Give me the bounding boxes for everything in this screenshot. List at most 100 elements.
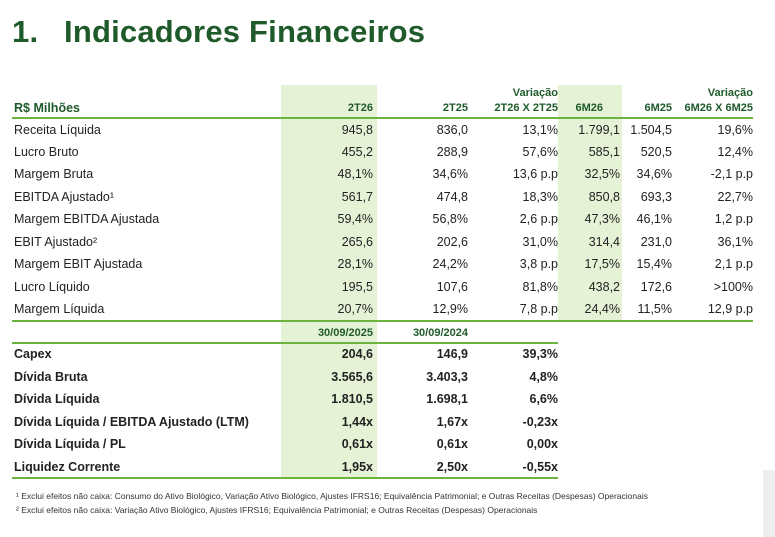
cell-2t25: 24,2% bbox=[432, 257, 468, 271]
cell-variation: 6,6% bbox=[529, 392, 559, 406]
cell-var-2t: 13,6 p.p bbox=[512, 167, 558, 181]
cell-2t26: 561,7 bbox=[341, 190, 373, 204]
balance-header-col1: 30/09/2025 bbox=[317, 327, 373, 339]
cell-variation: 39,3% bbox=[522, 347, 558, 361]
header-variation-label-2: Variação bbox=[707, 87, 753, 99]
cell-var-6m: >100% bbox=[713, 280, 753, 294]
cell-prior: 3.403,3 bbox=[426, 370, 468, 384]
cell-var-6m: 12,9 p.p bbox=[707, 302, 753, 316]
cell-2t26: 28,1% bbox=[337, 257, 373, 271]
section-rule bbox=[12, 320, 753, 322]
footnote-1: ¹ Exclui efeitos não caixa: Consumo do A… bbox=[16, 491, 648, 501]
cell-2t25: 34,6% bbox=[432, 167, 468, 181]
cell-current: 3.565,6 bbox=[331, 370, 373, 384]
cell-6m25: 520,5 bbox=[640, 145, 672, 159]
balance-header-rule bbox=[12, 342, 558, 344]
cell-var-2t: 57,6% bbox=[522, 145, 558, 159]
cell-6m26: 1.799,1 bbox=[578, 123, 620, 137]
header-col-var-6m: 6M26 X 6M25 bbox=[684, 102, 753, 114]
cell-current: 1.810,5 bbox=[331, 392, 373, 406]
cell-6m26: 314,4 bbox=[588, 235, 620, 249]
row-label: EBIT Ajustado² bbox=[14, 235, 98, 249]
cell-current: 204,6 bbox=[341, 347, 373, 361]
cell-2t25: 12,9% bbox=[432, 302, 468, 316]
cell-6m26: 24,4% bbox=[584, 302, 620, 316]
row-label: Margem EBIT Ajustada bbox=[14, 257, 143, 271]
cell-var-2t: 81,8% bbox=[522, 280, 558, 294]
cell-6m25: 11,5% bbox=[637, 302, 672, 316]
cell-2t25: 107,6 bbox=[436, 280, 468, 294]
cell-var-6m: 22,7% bbox=[717, 190, 753, 204]
section-title: Indicadores Financeiros bbox=[64, 14, 426, 49]
cell-var-6m: 19,6% bbox=[717, 123, 753, 137]
table-bottom-rule bbox=[12, 477, 558, 479]
cell-var-2t: 3,8 p.p bbox=[519, 257, 558, 271]
balance-header-col2: 30/09/2024 bbox=[412, 327, 468, 339]
cell-2t25: 202,6 bbox=[436, 235, 468, 249]
header-unit-label: R$ Milhões bbox=[14, 101, 80, 115]
row-label: EBITDA Ajustado¹ bbox=[14, 190, 115, 204]
header-variation-label-1: Variação bbox=[512, 87, 558, 99]
cell-2t25: 288,9 bbox=[436, 145, 468, 159]
cell-current: 1,44x bbox=[341, 415, 373, 429]
cell-current: 1,95x bbox=[341, 460, 373, 474]
cell-var-2t: 31,0% bbox=[522, 235, 558, 249]
cell-var-6m: 36,1% bbox=[717, 235, 753, 249]
row-label: Dívida Bruta bbox=[14, 370, 88, 384]
highlight-column-2t26 bbox=[281, 85, 377, 477]
cell-var-6m: 12,4% bbox=[717, 145, 753, 159]
cell-2t25: 56,8% bbox=[432, 212, 468, 226]
cell-6m25: 34,6% bbox=[636, 167, 672, 181]
row-label: Lucro Líquido bbox=[14, 280, 90, 294]
header-rule bbox=[12, 117, 753, 119]
cell-var-2t: 7,8 p.p bbox=[519, 302, 558, 316]
cell-current: 0,61x bbox=[341, 437, 373, 451]
row-label: Dívida Líquida bbox=[14, 392, 100, 406]
cell-variation: 0,00x bbox=[526, 437, 558, 451]
cell-prior: 1,67x bbox=[436, 415, 468, 429]
cell-6m26: 32,5% bbox=[584, 167, 620, 181]
cell-6m25: 46,1% bbox=[636, 212, 672, 226]
cell-var-2t: 18,3% bbox=[522, 190, 558, 204]
cell-prior: 2,50x bbox=[436, 460, 468, 474]
header-col-var-2t: 2T26 X 2T25 bbox=[494, 102, 558, 114]
cell-6m26: 47,3% bbox=[584, 212, 620, 226]
page-edge bbox=[763, 470, 775, 537]
cell-var-2t: 2,6 p.p bbox=[519, 212, 558, 226]
row-label: Margem Líquida bbox=[14, 302, 105, 316]
cell-2t26: 195,5 bbox=[341, 280, 373, 294]
cell-prior: 146,9 bbox=[436, 347, 468, 361]
footnote-2: ² Exclui efeitos não caixa: Variação Ati… bbox=[16, 505, 538, 515]
section-number: 1. bbox=[12, 14, 39, 49]
cell-6m26: 438,2 bbox=[588, 280, 620, 294]
row-label: Dívida Líquida / PL bbox=[14, 437, 126, 451]
page-title: 1. Indicadores Financeiros bbox=[12, 14, 425, 50]
header-col-6m25: 6M25 bbox=[644, 102, 672, 114]
cell-6m25: 231,0 bbox=[640, 235, 672, 249]
highlight-column-6m26 bbox=[558, 85, 622, 321]
cell-var-2t: 13,1% bbox=[522, 123, 558, 137]
cell-6m25: 1.504,5 bbox=[630, 123, 672, 137]
header-col-2t25: 2T25 bbox=[442, 102, 468, 114]
cell-6m25: 15,4% bbox=[636, 257, 672, 271]
cell-var-6m: 2,1 p.p bbox=[714, 257, 753, 271]
cell-prior: 0,61x bbox=[436, 437, 468, 451]
cell-6m26: 585,1 bbox=[588, 145, 620, 159]
header-col-2t26: 2T26 bbox=[347, 102, 373, 114]
cell-prior: 1.698,1 bbox=[426, 392, 468, 406]
cell-6m26: 17,5% bbox=[584, 257, 620, 271]
row-label: Dívida Líquida / EBITDA Ajustado (LTM) bbox=[14, 415, 249, 429]
cell-var-6m: -2,1 p.p bbox=[710, 167, 753, 181]
row-label: Liquidez Corrente bbox=[14, 460, 121, 474]
cell-variation: -0,23x bbox=[522, 415, 558, 429]
cell-6m25: 172,6 bbox=[640, 280, 672, 294]
cell-2t26: 945,8 bbox=[341, 123, 373, 137]
cell-2t26: 59,4% bbox=[337, 212, 373, 226]
row-label: Capex bbox=[14, 347, 52, 361]
cell-2t25: 474,8 bbox=[436, 190, 468, 204]
cell-var-6m: 1,2 p.p bbox=[714, 212, 753, 226]
cell-variation: 4,8% bbox=[529, 370, 559, 384]
cell-2t26: 20,7% bbox=[337, 302, 373, 316]
cell-6m25: 693,3 bbox=[640, 190, 672, 204]
row-label: Lucro Bruto bbox=[14, 145, 79, 159]
